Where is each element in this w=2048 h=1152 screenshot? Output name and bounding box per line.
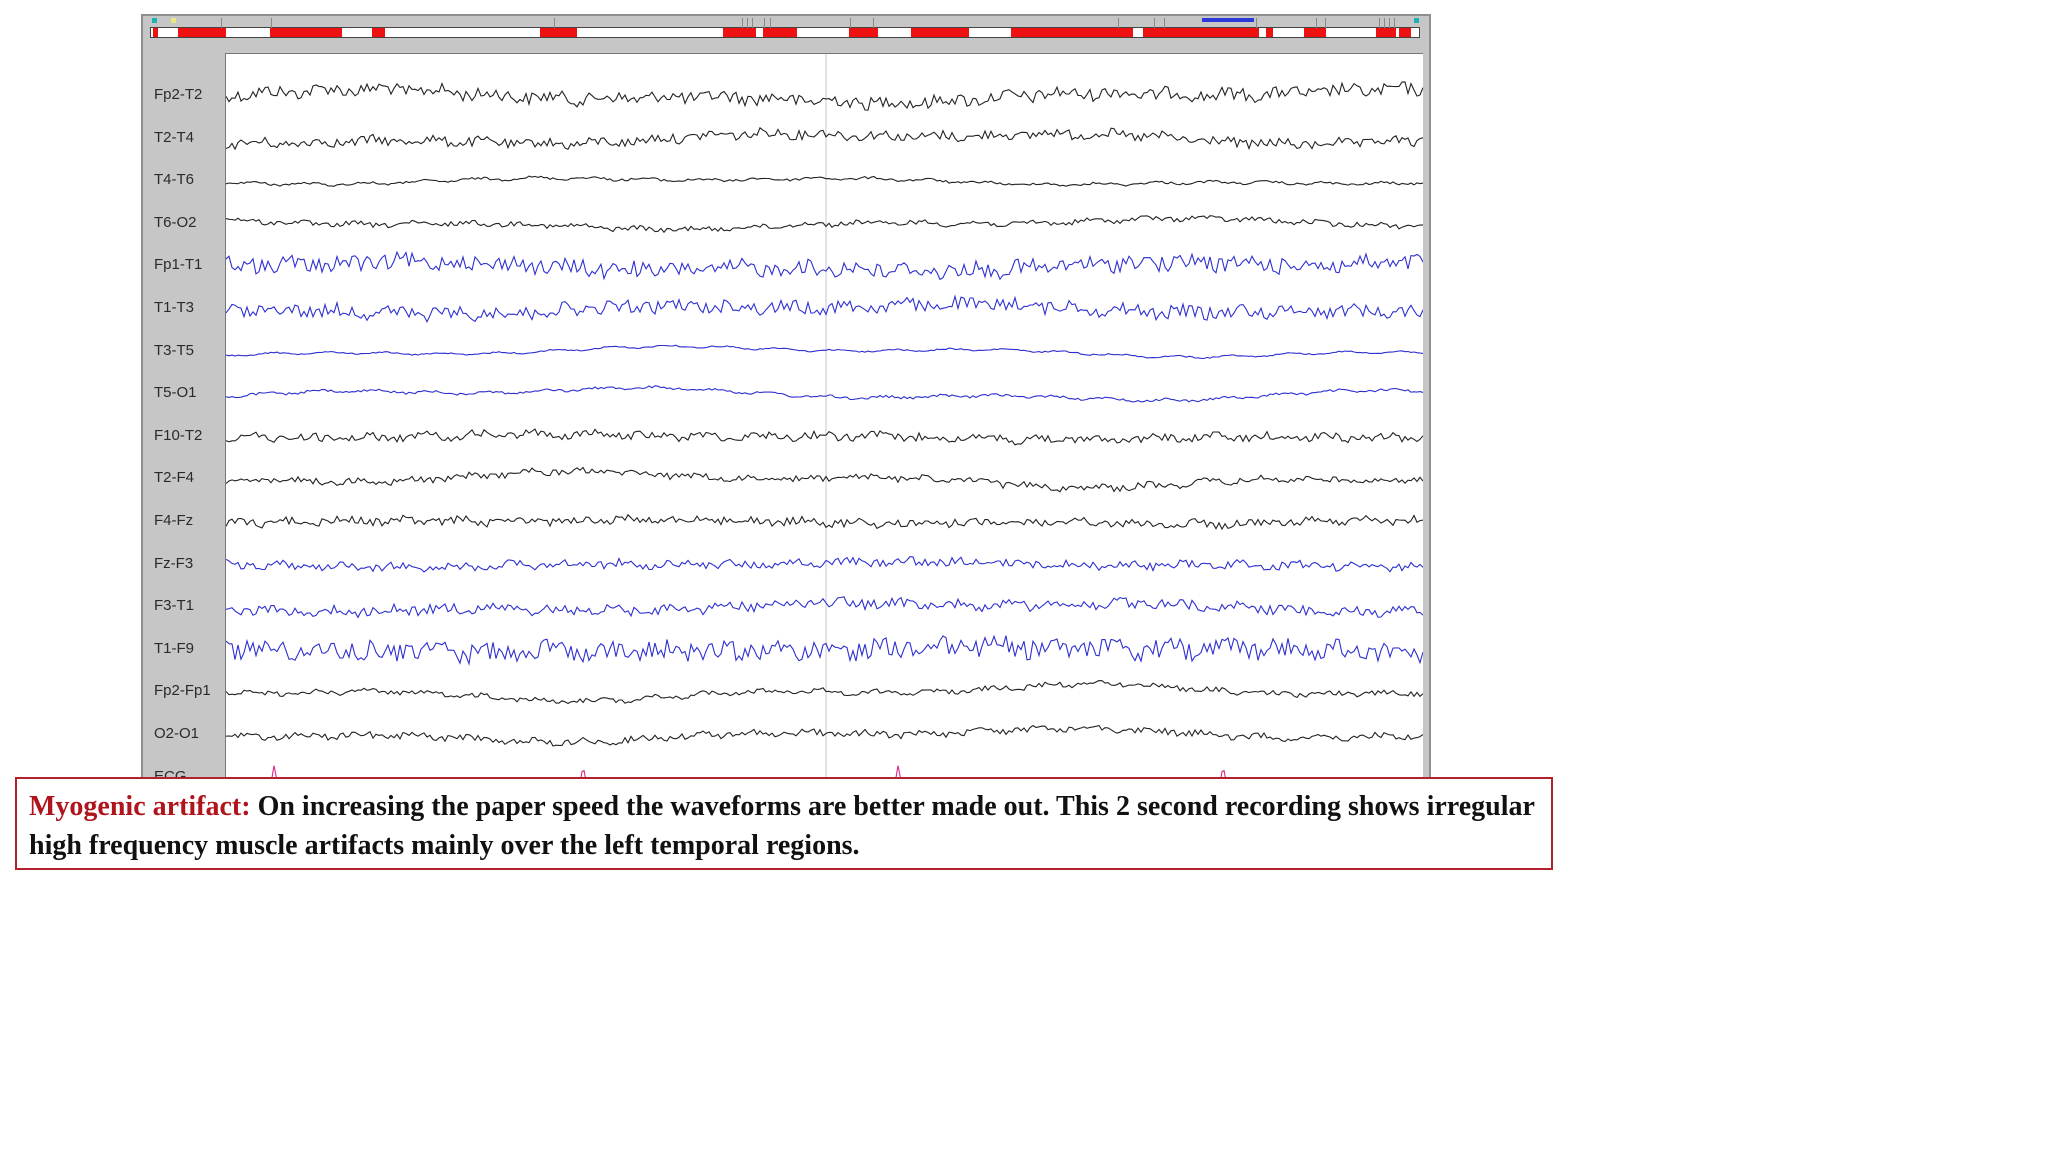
eeg-trace (226, 513, 1423, 531)
eeg-trace (226, 126, 1423, 151)
channel-label[interactable]: T1-F9 (154, 639, 195, 657)
eeg-trace-area[interactable] (225, 53, 1423, 793)
artifact-segment[interactable] (1304, 28, 1326, 37)
artifact-segment[interactable] (1266, 28, 1273, 37)
eeg-trace (226, 466, 1423, 493)
channel-label[interactable]: O2-O1 (154, 725, 200, 742)
eeg-trace (226, 596, 1423, 619)
event-tick (764, 18, 765, 28)
event-tick (873, 18, 874, 28)
event-tick (770, 18, 771, 28)
end-marker[interactable] (1414, 18, 1419, 23)
channel-label[interactable]: Fp1-T1 (154, 256, 203, 274)
channel-label[interactable]: T2-F4 (154, 469, 195, 487)
event-tick (1379, 18, 1380, 28)
artifact-segment[interactable] (1143, 28, 1259, 37)
eeg-trace (226, 250, 1423, 281)
recording-timeline[interactable] (150, 18, 1420, 38)
channel-label[interactable]: F3-T1 (154, 597, 195, 615)
channel-label[interactable]: F10-T2 (154, 426, 203, 444)
channel-label[interactable]: Fz-F3 (154, 554, 194, 572)
eeg-trace (226, 724, 1423, 747)
eeg-trace (226, 215, 1423, 234)
event-tick (850, 18, 851, 28)
channel-label[interactable]: T5-O1 (154, 384, 197, 402)
eeg-trace (226, 680, 1423, 705)
event-tick (1325, 18, 1326, 28)
artifact-segment[interactable] (1399, 28, 1411, 37)
artifact-segment[interactable] (372, 28, 385, 37)
channel-label[interactable]: T6-O2 (154, 213, 197, 231)
event-tick (1256, 18, 1257, 28)
eeg-trace (226, 556, 1423, 573)
start-marker[interactable] (152, 18, 157, 23)
caption-box: Myogenic artifact: On increasing the pap… (15, 777, 1553, 870)
artifact-segment[interactable] (1011, 28, 1133, 37)
event-tick (1389, 18, 1390, 28)
eeg-trace (226, 634, 1423, 666)
artifact-segment[interactable] (911, 28, 969, 37)
event-tick (1394, 18, 1395, 28)
eeg-traces (226, 54, 1423, 793)
artifact-segment[interactable] (540, 28, 577, 37)
eeg-trace (226, 81, 1423, 111)
event-tick (1118, 18, 1119, 28)
caption-title: Myogenic artifact: (29, 791, 251, 822)
event-tick (1316, 18, 1317, 28)
artifact-segment[interactable] (1376, 28, 1396, 37)
event-tick (1164, 18, 1165, 28)
artifact-segment[interactable] (153, 28, 158, 37)
channel-label-panel: Fp2-T2 T2-T4 T4-T6 T6-O2 Fp1-T1 T1-T3 T3-T5 T5-… (143, 53, 225, 793)
channel-label[interactable]: T3-T5 (154, 341, 195, 359)
artifact-segment[interactable] (723, 28, 756, 37)
eeg-trace (226, 344, 1423, 360)
artifact-segment[interactable] (270, 28, 342, 37)
channel-label[interactable]: F4-Fz (154, 512, 194, 529)
eeg-trace (226, 175, 1423, 187)
channel-label[interactable]: T1-T3 (154, 299, 195, 316)
artifact-segment[interactable] (178, 28, 226, 37)
channel-label[interactable]: T2-T4 (154, 128, 195, 146)
event-tick (221, 18, 222, 28)
event-tick (1154, 18, 1155, 28)
event-tick (554, 18, 555, 28)
channel-label[interactable]: Fp2-Fp1 (154, 682, 211, 700)
channel-label[interactable]: Fp2-T2 (154, 86, 203, 103)
event-tick (742, 18, 743, 28)
event-tick (747, 18, 748, 28)
caption-text: On increasing the paper speed the wavefo… (29, 791, 1535, 861)
event-tick (271, 18, 272, 28)
channel-label[interactable]: T4-T6 (154, 171, 195, 189)
event-tick (1384, 18, 1385, 28)
note-marker[interactable] (171, 18, 176, 23)
artifact-segment[interactable] (763, 28, 797, 37)
event-tick (752, 18, 753, 28)
eeg-trace (226, 428, 1423, 446)
eeg-trace (226, 294, 1423, 324)
current-page-cursor[interactable] (1202, 18, 1254, 22)
eeg-trace (226, 385, 1423, 403)
artifact-segment[interactable] (849, 28, 878, 37)
